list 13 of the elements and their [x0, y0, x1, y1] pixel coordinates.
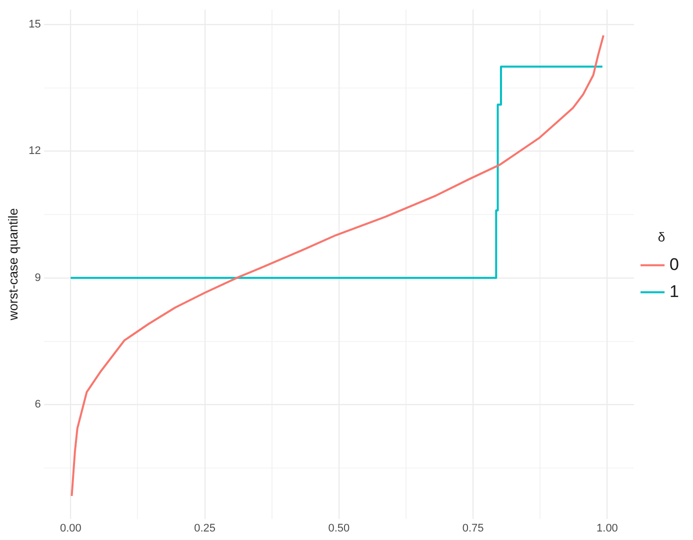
y-tick-label: 9: [34, 272, 41, 284]
legend-title: δ: [658, 229, 666, 244]
y-axis-title: worst-case quantile: [5, 208, 20, 322]
y-tick-label: 12: [28, 145, 41, 158]
x-tick-label: 0.75: [462, 522, 484, 534]
x-tick-label: 0.50: [328, 522, 350, 534]
x-tick-label: 1.00: [596, 522, 618, 534]
legend-label: 0: [670, 254, 680, 274]
y-tick-label: 15: [28, 18, 41, 30]
legend-label: 1: [670, 282, 680, 301]
y-tick-label: 6: [34, 398, 41, 411]
x-tick-label: 0.00: [60, 522, 82, 534]
x-tick-label: 0.25: [194, 522, 216, 534]
